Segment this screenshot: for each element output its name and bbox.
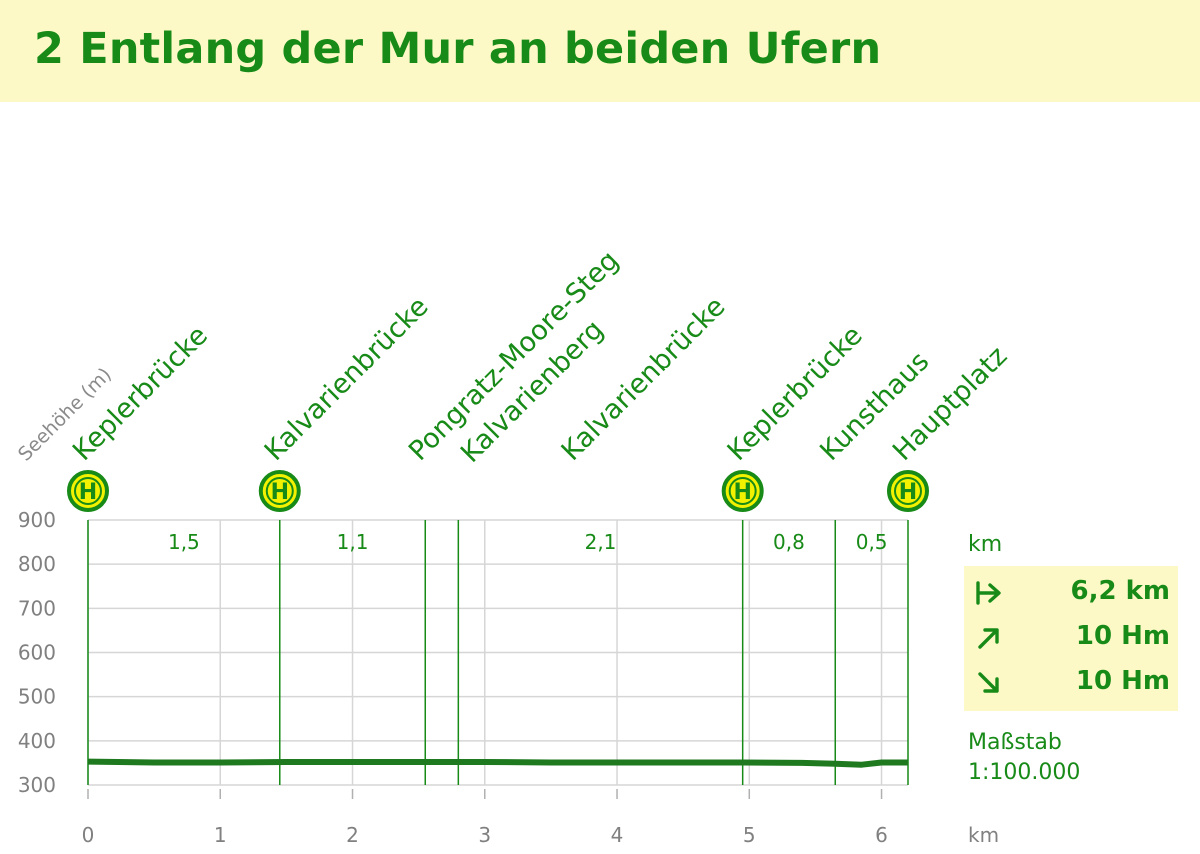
y-tick-label: 700 [18, 596, 56, 620]
bus-stop-letter: H [899, 480, 917, 505]
segment-distance-label: 1,1 [337, 530, 369, 554]
segment-distance-label: 0,5 [856, 530, 888, 554]
ascent-value: 10 Hm [1075, 621, 1170, 651]
descent-row: 10 Hm [964, 664, 1178, 704]
title-bar: 2 Entlang der Mur an beiden Ufern [0, 0, 1200, 102]
bus-stop-icon-ring [265, 477, 294, 505]
x-tick-label: 6 [875, 823, 888, 847]
scale-label: Maßstab [968, 730, 1062, 755]
page-title: 2 Entlang der Mur an beiden Ufern [34, 24, 882, 74]
ascent-row: 10 Hm [964, 619, 1178, 659]
scale-value: 1:100.000 [968, 760, 1081, 785]
x-tick-label: 4 [611, 823, 624, 847]
y-tick-label: 400 [18, 729, 56, 753]
waypoint-label: Kalvarienbrücke [556, 291, 732, 467]
segment-distance-label: 1,5 [168, 530, 200, 554]
bus-stop-letter: H [733, 480, 751, 505]
x-axis-unit-label: km [968, 823, 999, 847]
segment-unit-label: km [968, 532, 1003, 557]
elevation-profile-line [87, 758, 908, 768]
x-tick-label: 3 [478, 823, 491, 847]
y-tick-label: 300 [18, 773, 56, 797]
x-tick-label: 1 [214, 823, 227, 847]
arrow-right-bar-icon [974, 578, 1004, 608]
segment-distance-label: 2,1 [585, 530, 617, 554]
x-tick-label: 2 [346, 823, 359, 847]
segment-distance-label: 0,8 [773, 530, 805, 554]
y-tick-label: 600 [18, 641, 56, 665]
bus-stop-icon-ring [894, 477, 922, 505]
x-tick-label: 0 [82, 823, 95, 847]
route-stats-box: 6,2 km 10 Hm 10 Hm [964, 566, 1178, 711]
distance-value: 6,2 km [1070, 576, 1171, 606]
distance-row: 6,2 km [964, 574, 1178, 614]
scale-block: Maßstab 1:100.000 [968, 728, 1080, 788]
bus-stop-icon-ring [74, 477, 102, 505]
bus-stop-letter: H [271, 480, 289, 505]
descent-value: 10 Hm [1075, 666, 1170, 696]
y-tick-label: 900 [18, 508, 56, 532]
bus-stop-icon-ring [728, 477, 757, 505]
bus-stop-letter: H [79, 480, 97, 505]
arrow-down-right-icon [974, 668, 1004, 698]
x-tick-label: 5 [743, 823, 756, 847]
arrow-up-right-icon [974, 623, 1004, 653]
y-tick-label: 800 [18, 552, 56, 576]
y-tick-label: 500 [18, 685, 56, 709]
